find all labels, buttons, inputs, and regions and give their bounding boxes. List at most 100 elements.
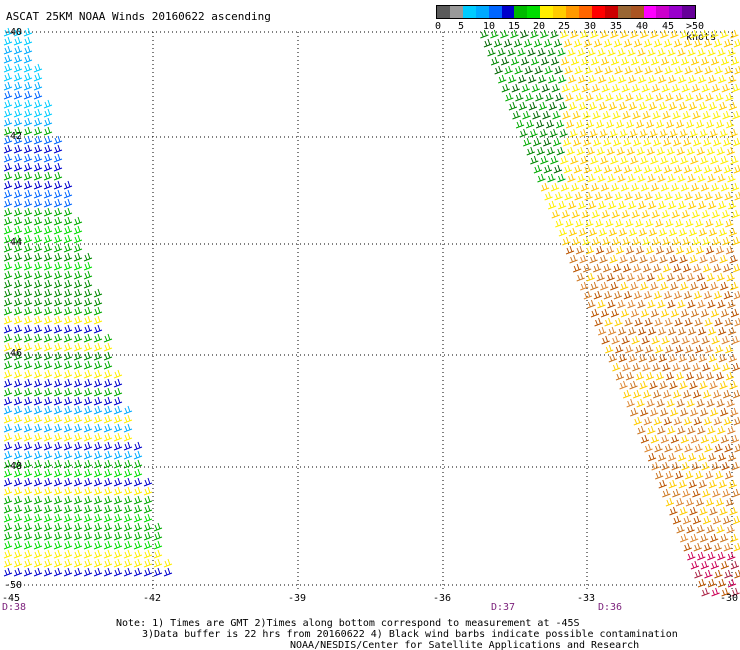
wind-barb (153, 549, 163, 559)
wind-barb (584, 191, 593, 201)
wind-barb (603, 290, 613, 300)
wind-barb (673, 416, 682, 426)
wind-barb (725, 470, 734, 480)
wind-barb (523, 38, 533, 48)
wind-barb (727, 47, 736, 57)
wind-barb (83, 315, 93, 325)
wind-barb (645, 119, 655, 129)
wind-barb (652, 110, 661, 120)
wind-barb (685, 218, 694, 228)
wind-barb (671, 209, 680, 219)
wind-barb (529, 128, 538, 138)
wind-barb (519, 128, 528, 138)
wind-barb (13, 549, 23, 559)
wind-barb (642, 263, 652, 273)
wind-barb (679, 506, 688, 516)
wind-barb (33, 180, 43, 190)
wind-barb (677, 452, 687, 462)
wind-barb (13, 135, 23, 145)
wind-barb (690, 56, 700, 66)
wind-barb (3, 387, 13, 397)
wind-barbs-right-swath (480, 29, 740, 597)
legend-swatch (462, 6, 476, 18)
wind-barb (646, 272, 655, 282)
wind-barb (705, 119, 715, 129)
wind-barb (83, 333, 93, 343)
wind-barb (732, 389, 740, 399)
wind-barb (537, 47, 546, 57)
wind-barb (33, 189, 43, 199)
wind-barb (23, 54, 33, 64)
wind-barb (83, 540, 93, 550)
wind-barb (663, 137, 672, 147)
wind-barb (729, 128, 738, 138)
wind-barb (576, 146, 585, 156)
wind-barb (667, 326, 677, 336)
wind-barb (73, 405, 83, 415)
wind-barb (73, 486, 83, 496)
wind-barb (3, 432, 13, 442)
wind-barb (715, 344, 724, 354)
wind-barb (517, 47, 526, 57)
wind-barb (23, 189, 33, 199)
wind-barb (662, 362, 671, 372)
wind-barb (592, 263, 602, 273)
wind-barb (726, 398, 735, 408)
wind-barb (687, 326, 697, 336)
wind-barb (592, 110, 601, 120)
legend-label-10: 10 (483, 21, 496, 32)
wind-barb (23, 414, 33, 424)
wind-barb (648, 227, 658, 237)
wind-barb (638, 227, 648, 237)
wind-barb (596, 272, 605, 282)
wind-barb (693, 542, 702, 552)
wind-barb (573, 137, 582, 147)
wind-barb (53, 459, 63, 469)
wind-barb (133, 558, 143, 568)
wind-barb (548, 101, 558, 111)
wind-barb (712, 362, 721, 372)
wind-barb (623, 38, 633, 48)
wind-barb (582, 110, 591, 120)
wind-barb (73, 387, 83, 397)
wind-barb (687, 452, 697, 462)
wind-barb (83, 297, 93, 307)
wind-barb (725, 497, 735, 507)
wind-barb (626, 272, 635, 282)
wind-barb (711, 335, 720, 345)
wind-barb (43, 225, 53, 235)
wind-barb (613, 290, 623, 300)
wind-barb (664, 191, 673, 201)
wind-barb (43, 378, 53, 388)
wind-barb (525, 92, 534, 102)
wind-barb (549, 128, 558, 138)
wind-barb (33, 450, 43, 460)
wind-barb (722, 263, 732, 273)
wind-barb (674, 317, 683, 327)
wind-barb (33, 108, 43, 118)
wind-barb (525, 119, 535, 129)
wind-barb (546, 146, 555, 156)
wind-barb (43, 135, 53, 145)
wind-barb (33, 63, 43, 73)
wind-barb (725, 119, 735, 129)
wind-barb (53, 504, 63, 514)
wind-barb (693, 38, 703, 48)
wind-barb (667, 47, 676, 57)
wind-barb (53, 225, 63, 235)
wind-barb (518, 101, 528, 111)
wind-barb (610, 56, 620, 66)
wind-barb (681, 335, 690, 345)
wind-barb (733, 137, 740, 147)
wind-barb (550, 182, 560, 192)
wind-barb (625, 344, 634, 354)
wind-barb (508, 74, 517, 84)
wind-barb (545, 92, 554, 102)
wind-barb (3, 513, 13, 523)
wind-barb (686, 524, 695, 534)
wind-barb (704, 65, 713, 75)
wind-barb (73, 288, 83, 298)
wind-barb (580, 56, 590, 66)
wind-barb (93, 504, 103, 514)
wind-barb (143, 522, 153, 532)
